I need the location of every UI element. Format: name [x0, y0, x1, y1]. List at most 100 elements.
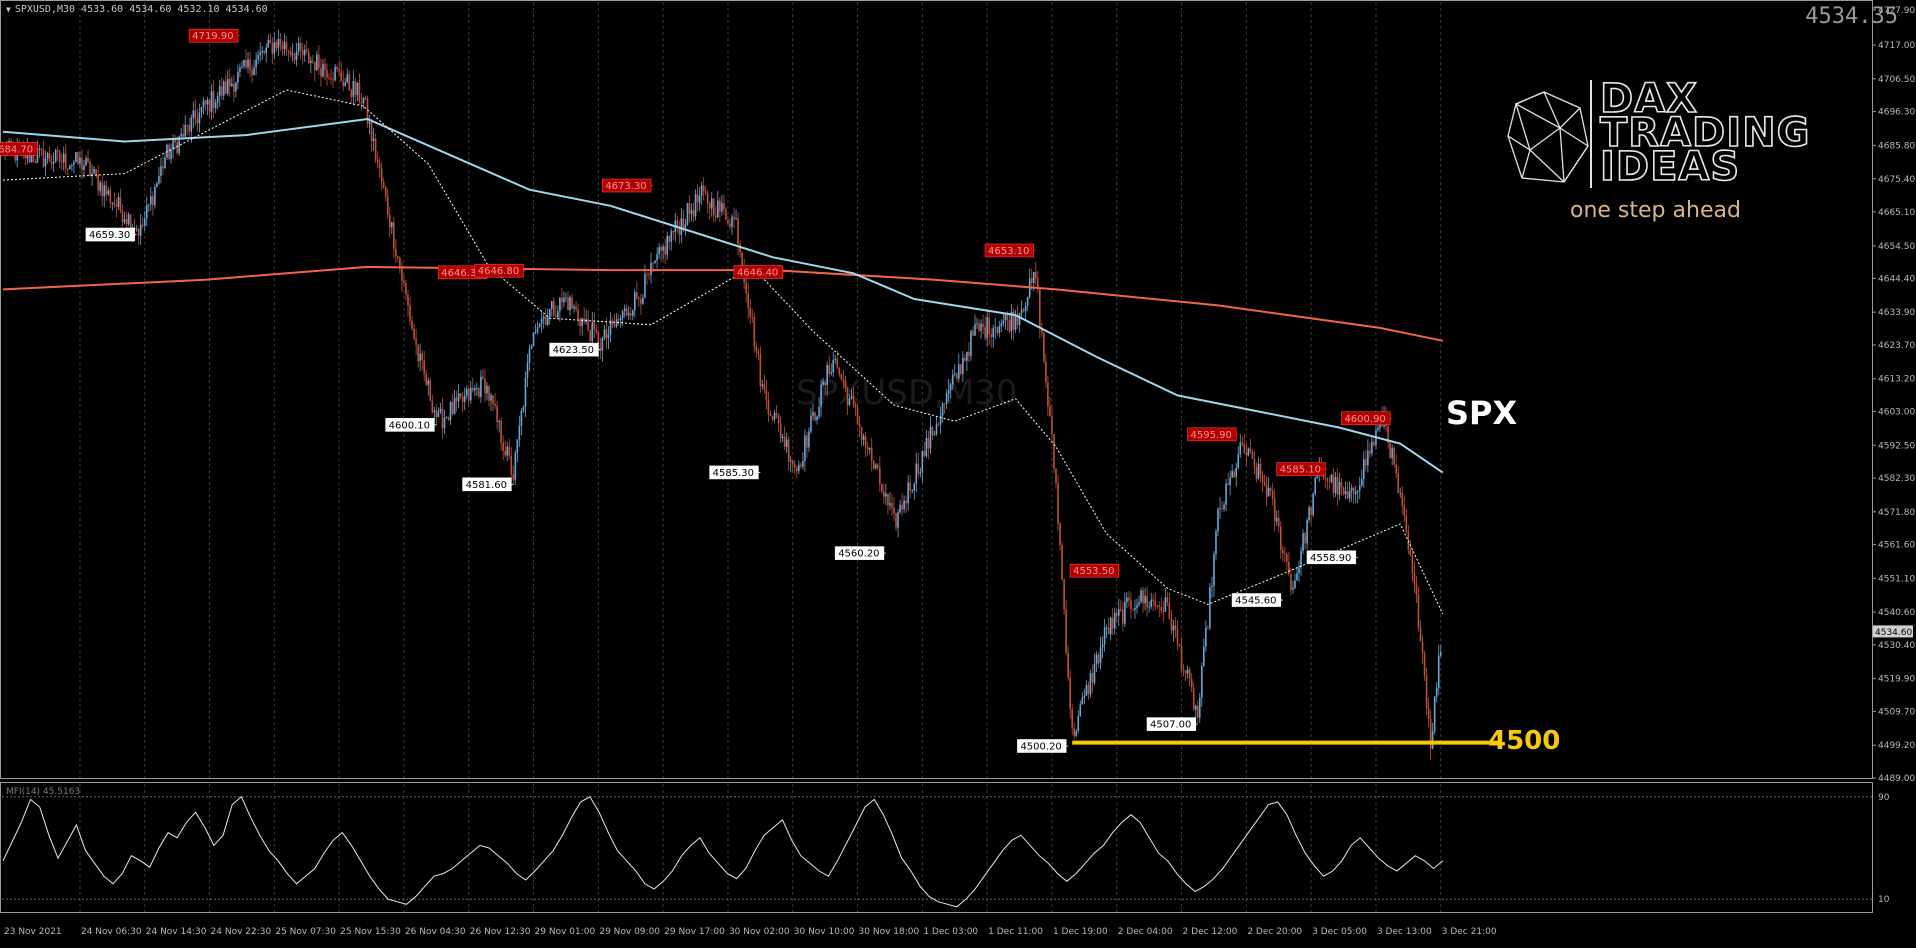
candle-body — [893, 507, 895, 514]
candle-body — [1397, 473, 1400, 494]
candle-body — [719, 200, 721, 212]
candle-body — [194, 110, 197, 120]
price-label: 4558.90 — [1310, 553, 1351, 564]
price-label: 4500.20 — [1020, 741, 1061, 752]
candle-body — [783, 436, 786, 448]
moving-average-slow — [2, 265, 1444, 342]
x-tick-label: 24 Nov 14:30 — [146, 927, 207, 937]
candle-body — [960, 364, 962, 374]
candle-body — [715, 215, 717, 218]
candle-body — [386, 196, 389, 216]
candle-body — [565, 297, 567, 299]
candle-body — [862, 436, 865, 440]
candle-body — [508, 446, 511, 456]
candle-body — [312, 60, 314, 62]
dropdown-triangle-icon[interactable]: ▼ — [6, 5, 11, 14]
candle-body — [261, 50, 263, 53]
candle-body — [1429, 719, 1432, 749]
price-label: 4595.90 — [1191, 430, 1232, 441]
candle-body — [435, 410, 438, 418]
candle-body — [613, 324, 616, 327]
candle-body — [1172, 625, 1175, 631]
candle-body — [611, 320, 614, 325]
candle-body — [226, 79, 229, 94]
candle-body — [1322, 475, 1325, 478]
candle-body — [753, 316, 756, 347]
candle-body — [887, 493, 889, 506]
candle-body — [362, 97, 365, 104]
candle-body — [1152, 599, 1154, 601]
candle-body — [1124, 602, 1126, 624]
candle-body — [581, 318, 583, 327]
candle-body — [139, 224, 142, 236]
candle-body — [868, 447, 871, 450]
candle-body — [107, 190, 110, 195]
y-tick-label: 4717.00 — [1878, 41, 1915, 51]
y-tick-label: 4561.60 — [1878, 541, 1915, 551]
indicator-frame — [0, 782, 1873, 913]
candle-body — [1184, 670, 1187, 674]
candle-body — [881, 483, 883, 492]
candle-body — [785, 439, 788, 448]
candle-body — [814, 412, 816, 421]
candle-body — [214, 102, 217, 109]
candle-body — [275, 42, 278, 49]
candle-body — [1221, 508, 1223, 510]
candle-body — [737, 218, 739, 245]
candle-body — [1377, 427, 1379, 430]
candle-body — [755, 346, 758, 351]
candle-body — [1192, 687, 1195, 710]
candle-body — [265, 47, 268, 54]
candle-body — [955, 373, 958, 379]
candle-body — [638, 297, 640, 300]
candle-body — [958, 364, 960, 379]
candle-body — [1150, 599, 1152, 607]
x-tick-label: 29 Nov 17:00 — [664, 927, 725, 937]
candle-body — [50, 161, 53, 164]
candle-body — [1298, 567, 1300, 574]
candle-body — [664, 246, 666, 255]
candle-body — [1158, 605, 1161, 608]
moving-average-fast — [2, 117, 1444, 474]
candle-body — [62, 153, 65, 163]
candle-body — [798, 464, 800, 472]
price-label: 4545.60 — [1235, 596, 1276, 607]
candle-body — [729, 223, 731, 227]
candle-body — [1435, 688, 1438, 697]
candle-body — [484, 378, 486, 394]
candle-body — [941, 403, 944, 416]
candle-body — [972, 330, 974, 336]
candle-body — [806, 435, 808, 448]
candle-body — [1059, 523, 1061, 546]
candle-body — [1308, 507, 1310, 520]
candle-body — [401, 268, 403, 281]
candle-body — [441, 408, 444, 429]
candle-body — [267, 39, 270, 48]
candle-body — [1000, 323, 1003, 327]
candle-body — [1241, 442, 1244, 445]
mfi-line — [2, 795, 1444, 908]
candle-body — [704, 191, 707, 193]
brand-tagline: one step ahead — [1570, 198, 1741, 223]
candle-body — [164, 157, 166, 169]
current-price-display: 4534.35 — [1805, 4, 1898, 29]
candle-body — [915, 463, 918, 484]
candle-body — [682, 217, 685, 228]
candle-body — [978, 323, 980, 331]
candle-body — [1233, 471, 1235, 478]
candle-body — [277, 38, 280, 49]
candle-body — [931, 426, 934, 436]
candle-body — [1340, 482, 1343, 488]
candle-body — [789, 460, 792, 462]
candle-body — [1022, 309, 1025, 312]
candle-body — [73, 162, 75, 165]
mfi-level-label: 10 — [1878, 895, 1890, 905]
candle-body — [573, 306, 575, 309]
candle-body — [1371, 441, 1373, 454]
candle-body — [974, 324, 976, 336]
candle-body — [158, 175, 160, 184]
candle-body — [909, 482, 911, 491]
candle-body — [395, 248, 397, 257]
candle-body — [571, 297, 573, 309]
candle-body — [688, 203, 691, 214]
